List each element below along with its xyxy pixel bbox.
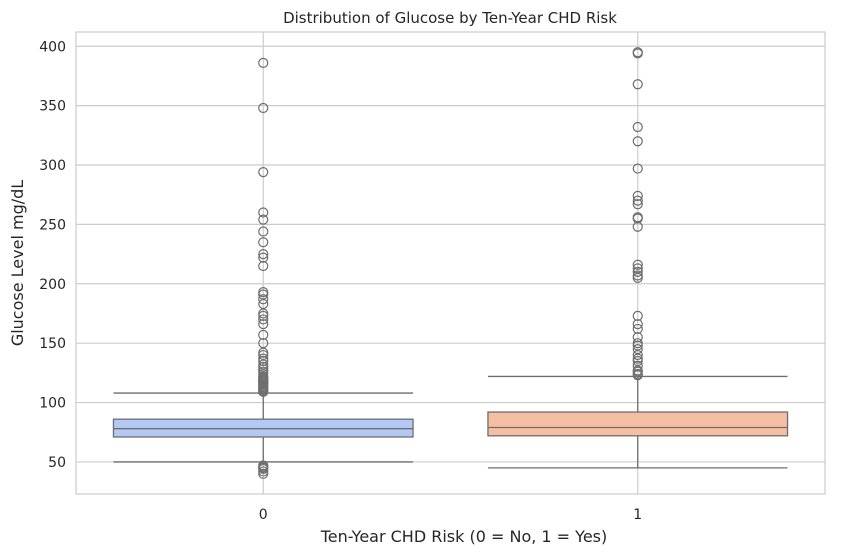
outlier-point [258,286,269,298]
outlier-point [258,338,269,349]
outlier-point [258,294,269,305]
outlier-point [632,79,643,90]
outlier-point [632,323,643,335]
x-tick-label: 1 [633,507,642,523]
outlier-point [258,248,269,260]
outlier-point [632,310,643,321]
outlier-point [632,136,643,147]
chart-title: Distribution of Glucose by Ten-Year CHD … [283,9,617,27]
outlier-point [632,259,643,270]
outlier-point [258,226,269,237]
outlier-point [258,460,269,471]
x-axis-label: Ten-Year CHD Risk (0 = No, 1 = Yes) [320,527,608,546]
outlier-point [258,329,269,340]
y-tick-label: 150 [39,336,66,352]
outlier-point [632,319,643,330]
outlier-point [632,344,643,355]
outlier-point [258,260,269,272]
outlier-point [258,353,269,364]
box-group-1 [487,47,789,469]
outlier-point [258,252,269,263]
outlier-point [632,190,643,201]
boxes [112,47,789,479]
y-tick-label: 250 [39,217,66,233]
box-group-0 [112,57,414,479]
y-tick-label: 300 [39,158,66,174]
outlier-point [258,102,269,114]
outlier-point [632,270,643,281]
x-tick-label: 0 [259,507,268,523]
y-axis-ticks: 50 100 150 200 250 300 350 400 [39,39,66,471]
outlier-point [258,207,269,218]
outlier-point [258,319,269,330]
outlier-point [632,360,643,371]
plot-frame [75,31,826,495]
outlier-point [258,237,269,248]
y-tick-label: 50 [48,455,66,471]
box-iqr [487,411,789,437]
outlier-point [632,263,643,274]
outlier-point [632,47,643,58]
outlier-point [258,214,269,225]
outlier-point [632,195,643,206]
outlier-point [632,266,643,278]
outlier-point [632,199,643,210]
y-axis-label: Glucose Level mg/dL [8,180,27,346]
y-tick-label: 200 [39,277,66,293]
outlier-point [632,332,643,343]
outlier-point [258,167,269,178]
y-tick-label: 400 [39,39,66,55]
outlier-point [632,163,643,174]
outlier-point [258,314,269,325]
outlier-point [632,212,643,223]
outlier-point [632,121,643,133]
outlier-point [258,57,269,68]
y-tick-label: 350 [39,99,66,115]
y-tick-label: 100 [39,396,66,412]
outlier-point [632,338,643,349]
